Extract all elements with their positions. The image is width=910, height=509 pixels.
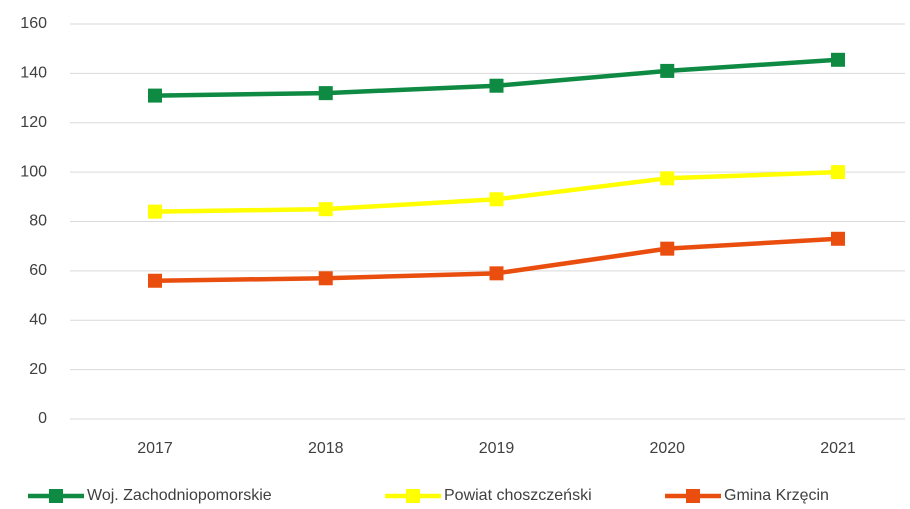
point-marker — [318, 86, 333, 101]
legend-marker — [49, 489, 63, 503]
legend-label: Woj. Zachodniopomorskie — [87, 487, 272, 504]
x-tick-label: 2018 — [308, 440, 344, 457]
point-marker — [148, 273, 162, 288]
y-tick-label: 120 — [20, 114, 47, 131]
y-tick-label: 40 — [29, 311, 47, 328]
point-marker — [489, 78, 504, 93]
legend-label: Gmina Krzęcin — [724, 487, 829, 504]
x-tick-label: 2020 — [649, 440, 685, 457]
y-tick-label: 60 — [29, 262, 47, 279]
point-marker — [660, 241, 675, 256]
y-tick-label: 100 — [20, 163, 47, 180]
legend-marker — [406, 489, 420, 503]
point-marker — [831, 52, 845, 67]
x-tick-label: 2017 — [137, 440, 173, 457]
point-marker — [489, 266, 504, 281]
point-marker — [318, 202, 333, 217]
legend-label: Powiat choszczeński — [444, 487, 592, 504]
x-tick-label: 2021 — [820, 440, 856, 457]
point-marker — [148, 88, 162, 103]
point-marker — [148, 204, 162, 219]
legend-marker — [686, 489, 700, 503]
y-tick-label: 20 — [29, 361, 47, 378]
point-marker — [660, 171, 675, 186]
y-tick-label: 140 — [20, 65, 47, 82]
y-tick-label: 0 — [38, 410, 47, 427]
x-tick-label: 2019 — [479, 440, 515, 457]
y-tick-label: 80 — [29, 213, 47, 230]
point-marker — [318, 271, 333, 286]
point-marker — [831, 231, 845, 246]
point-marker — [489, 192, 504, 207]
y-tick-label: 160 — [20, 15, 47, 32]
point-marker — [831, 165, 845, 180]
point-marker — [660, 63, 675, 78]
